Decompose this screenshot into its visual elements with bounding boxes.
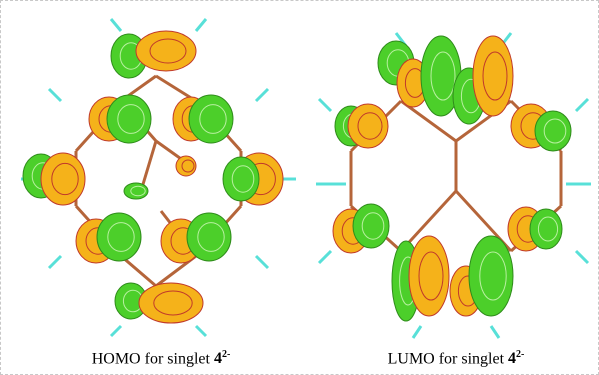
h-bond (196, 19, 206, 31)
h-bond (319, 99, 331, 111)
h-bond (413, 326, 421, 338)
charge: 2- (222, 349, 230, 360)
h-bond (256, 256, 268, 268)
h-bond (111, 326, 121, 336)
bond (141, 141, 156, 191)
h-bond (491, 326, 499, 338)
orbital-lobe (124, 183, 148, 199)
h-bond (49, 256, 61, 268)
orbital-lobe (136, 31, 196, 71)
caption-text: LUMO for singlet (388, 350, 504, 367)
h-bond (256, 89, 268, 101)
orbital-drawings (1, 1, 599, 375)
orbital-lobe (176, 156, 196, 176)
figure: HOMO for singlet42- LUMO for singlet42- (0, 0, 599, 375)
h-bond (111, 19, 121, 31)
h-bond (576, 99, 588, 111)
h-bond (49, 89, 61, 101)
charge: 2- (516, 349, 524, 360)
h-bond (319, 251, 331, 263)
bond (121, 256, 156, 286)
orbital-lobe (139, 283, 203, 323)
h-bond (196, 326, 206, 336)
h-bond (576, 251, 588, 263)
caption-text: HOMO for singlet (92, 350, 210, 367)
